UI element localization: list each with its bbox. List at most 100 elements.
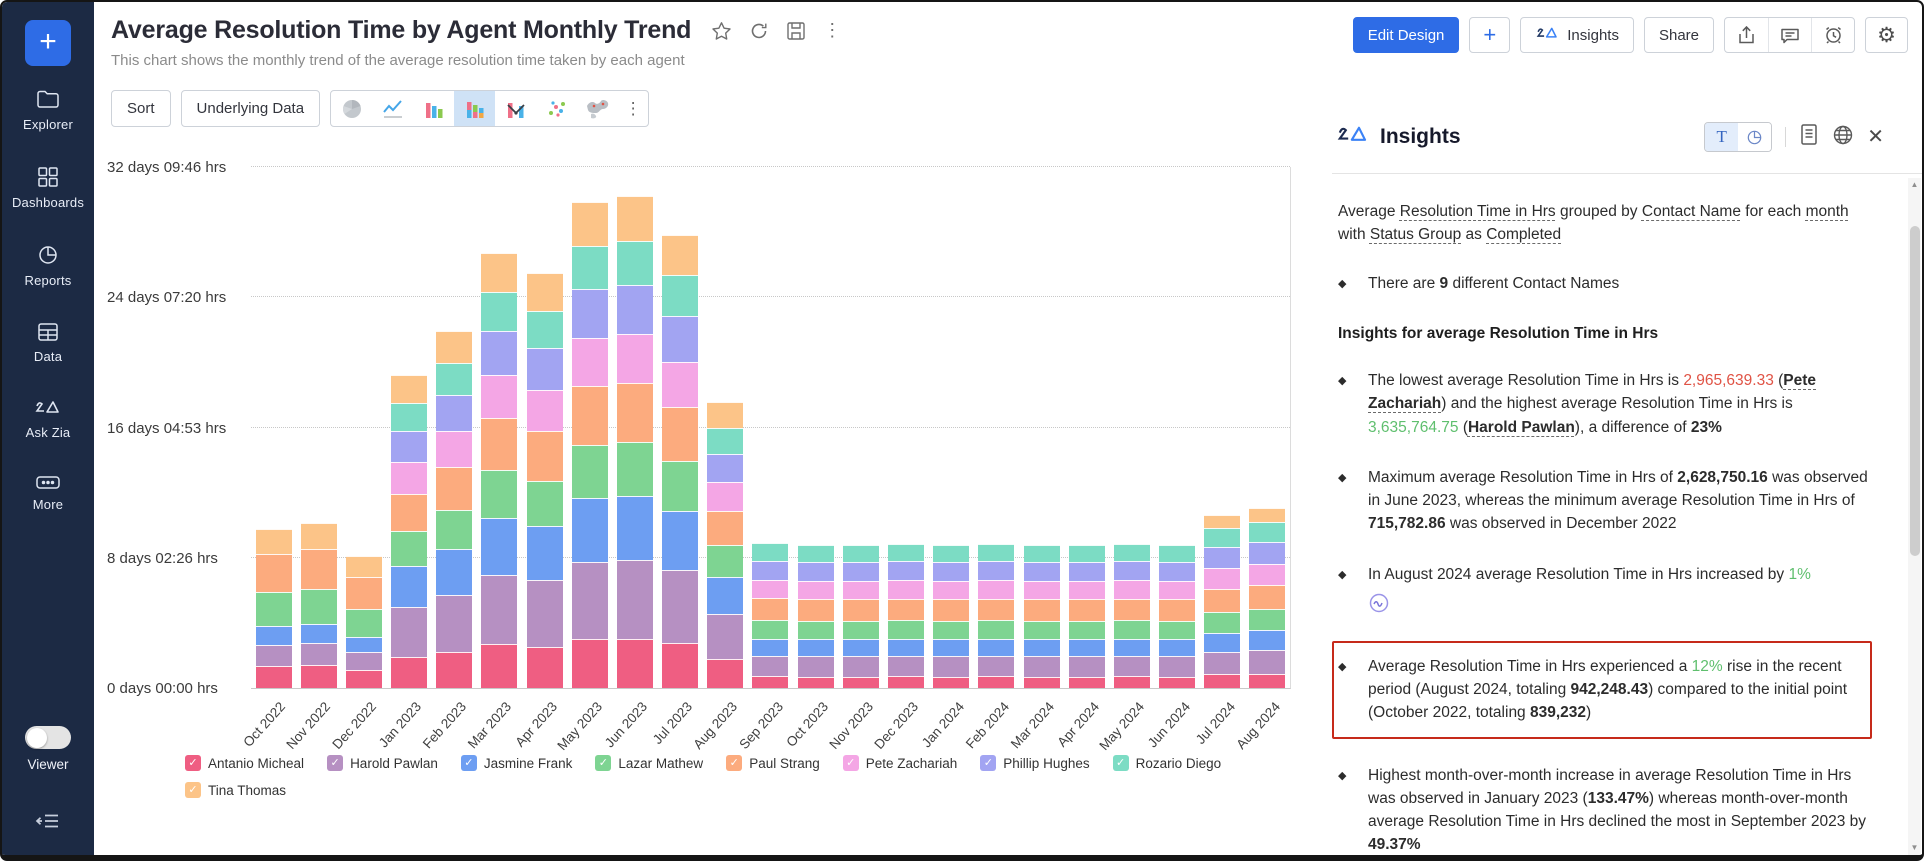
bar-segment[interactable] — [933, 561, 970, 581]
bar-segment[interactable] — [1204, 568, 1241, 590]
bar-segment[interactable] — [571, 498, 608, 562]
bar-segment[interactable] — [1023, 544, 1060, 562]
bar-segment[interactable] — [887, 676, 924, 688]
bar-segment[interactable] — [752, 543, 789, 561]
stacked-bar[interactable] — [255, 167, 292, 688]
globe-icon[interactable] — [1832, 124, 1854, 151]
sidebar-item-more[interactable]: More — [33, 474, 63, 512]
bar-segment[interactable] — [481, 574, 518, 645]
bar-segment[interactable] — [391, 493, 428, 532]
sidebar-item-data[interactable]: Data — [34, 322, 62, 364]
bar-segment[interactable] — [752, 676, 789, 688]
bar-segment[interactable] — [707, 427, 744, 454]
bar-segment[interactable] — [752, 579, 789, 599]
close-icon[interactable]: ✕ — [1867, 126, 1884, 148]
bar-segment[interactable] — [662, 511, 699, 571]
chart-type-more-icon[interactable]: ⋮ — [624, 98, 642, 118]
stacked-bar[interactable] — [345, 167, 382, 688]
bar-segment[interactable] — [255, 625, 292, 646]
bar-segment[interactable] — [571, 444, 608, 499]
bar-segment[interactable] — [752, 656, 789, 677]
stacked-bar[interactable] — [616, 167, 653, 688]
bar-segment[interactable] — [436, 652, 473, 688]
bar-segment[interactable] — [571, 289, 608, 338]
bar-segment[interactable] — [797, 544, 834, 562]
collapse-sidebar-icon[interactable] — [35, 810, 61, 837]
bar-segment[interactable] — [255, 645, 292, 666]
bar-segment[interactable] — [300, 623, 337, 644]
bar-chart-type-icon[interactable] — [413, 91, 454, 126]
bar-segment[interactable] — [1204, 547, 1241, 569]
bar-segment[interactable] — [887, 561, 924, 580]
bar-segment[interactable] — [571, 639, 608, 688]
legend-checkbox[interactable]: ✓ — [842, 755, 859, 771]
bar-segment[interactable] — [978, 656, 1015, 677]
bar-segment[interactable] — [345, 556, 382, 578]
bar-segment[interactable] — [1113, 561, 1150, 580]
bar-segment[interactable] — [1113, 656, 1150, 677]
stacked-bar[interactable] — [662, 167, 699, 688]
bar-segment[interactable] — [481, 470, 518, 519]
bar-segment[interactable] — [526, 389, 563, 431]
bar-segment[interactable] — [1159, 656, 1196, 677]
bar-segment[interactable] — [1023, 639, 1060, 657]
favorite-star-icon[interactable] — [711, 21, 732, 41]
bar-segment[interactable] — [707, 510, 744, 546]
bar-segment[interactable] — [391, 402, 428, 431]
bar-segment[interactable] — [616, 496, 653, 561]
bar-segment[interactable] — [662, 461, 699, 512]
bar-segment[interactable] — [255, 665, 292, 688]
bar-segment[interactable] — [662, 406, 699, 462]
stacked-bar[interactable] — [887, 167, 924, 688]
bar-segment[interactable] — [300, 664, 337, 688]
bar-segment[interactable] — [752, 560, 789, 580]
stacked-bar[interactable] — [1023, 167, 1060, 688]
bar-segment[interactable] — [1159, 544, 1196, 562]
legend-checkbox[interactable]: ✓ — [595, 755, 612, 771]
bar-segment[interactable] — [1249, 673, 1286, 688]
bar-segment[interactable] — [1204, 674, 1241, 688]
edit-design-button[interactable]: Edit Design — [1352, 17, 1460, 53]
bar-segment[interactable] — [887, 543, 924, 562]
stacked-bar[interactable] — [526, 167, 563, 688]
scroll-up-arrow[interactable]: ▲ — [1910, 180, 1919, 189]
bar-segment[interactable] — [391, 531, 428, 566]
bar-segment[interactable] — [1068, 599, 1105, 621]
bar-segment[interactable] — [842, 561, 879, 581]
bar-segment[interactable] — [752, 620, 789, 639]
bar-segment[interactable] — [1204, 514, 1241, 529]
bar-segment[interactable] — [707, 402, 744, 428]
scatter-chart-type-icon[interactable] — [536, 91, 577, 126]
sidebar-item-reports[interactable]: Reports — [25, 244, 72, 288]
bar-segment[interactable] — [1249, 563, 1286, 586]
bar-segment[interactable] — [481, 518, 518, 575]
sidebar-item-dashboards[interactable]: Dashboards — [12, 166, 84, 210]
bar-segment[interactable] — [436, 363, 473, 396]
legend-checkbox[interactable]: ✓ — [980, 755, 997, 771]
chart-view-toggle[interactable] — [1738, 123, 1772, 151]
bar-segment[interactable] — [842, 656, 879, 677]
bar-segment[interactable] — [526, 526, 563, 581]
bar-segment[interactable] — [933, 599, 970, 621]
bar-segment[interactable] — [1249, 650, 1286, 674]
bar-segment[interactable] — [978, 620, 1015, 640]
stacked-bar[interactable] — [752, 167, 789, 688]
bar-segment[interactable] — [436, 595, 473, 653]
bar-segment[interactable] — [1249, 542, 1286, 564]
bar-segment[interactable] — [481, 644, 518, 688]
bar-segment[interactable] — [616, 560, 653, 639]
bar-segment[interactable] — [933, 656, 970, 677]
comment-icon[interactable] — [1768, 18, 1811, 52]
bar-segment[interactable] — [526, 480, 563, 527]
bar-segment[interactable] — [933, 639, 970, 657]
bar-segment[interactable] — [300, 549, 337, 589]
bar-segment[interactable] — [887, 656, 924, 677]
stacked-bar[interactable] — [436, 167, 473, 688]
settings-gear-icon[interactable]: ⚙ — [1865, 17, 1908, 53]
stacked-bar[interactable] — [300, 167, 337, 688]
share-button[interactable]: Share — [1643, 17, 1714, 53]
bar-segment[interactable] — [1204, 651, 1241, 675]
legend-checkbox[interactable]: ✓ — [460, 755, 477, 771]
bar-segment[interactable] — [1159, 639, 1196, 657]
bar-segment[interactable] — [1204, 528, 1241, 548]
